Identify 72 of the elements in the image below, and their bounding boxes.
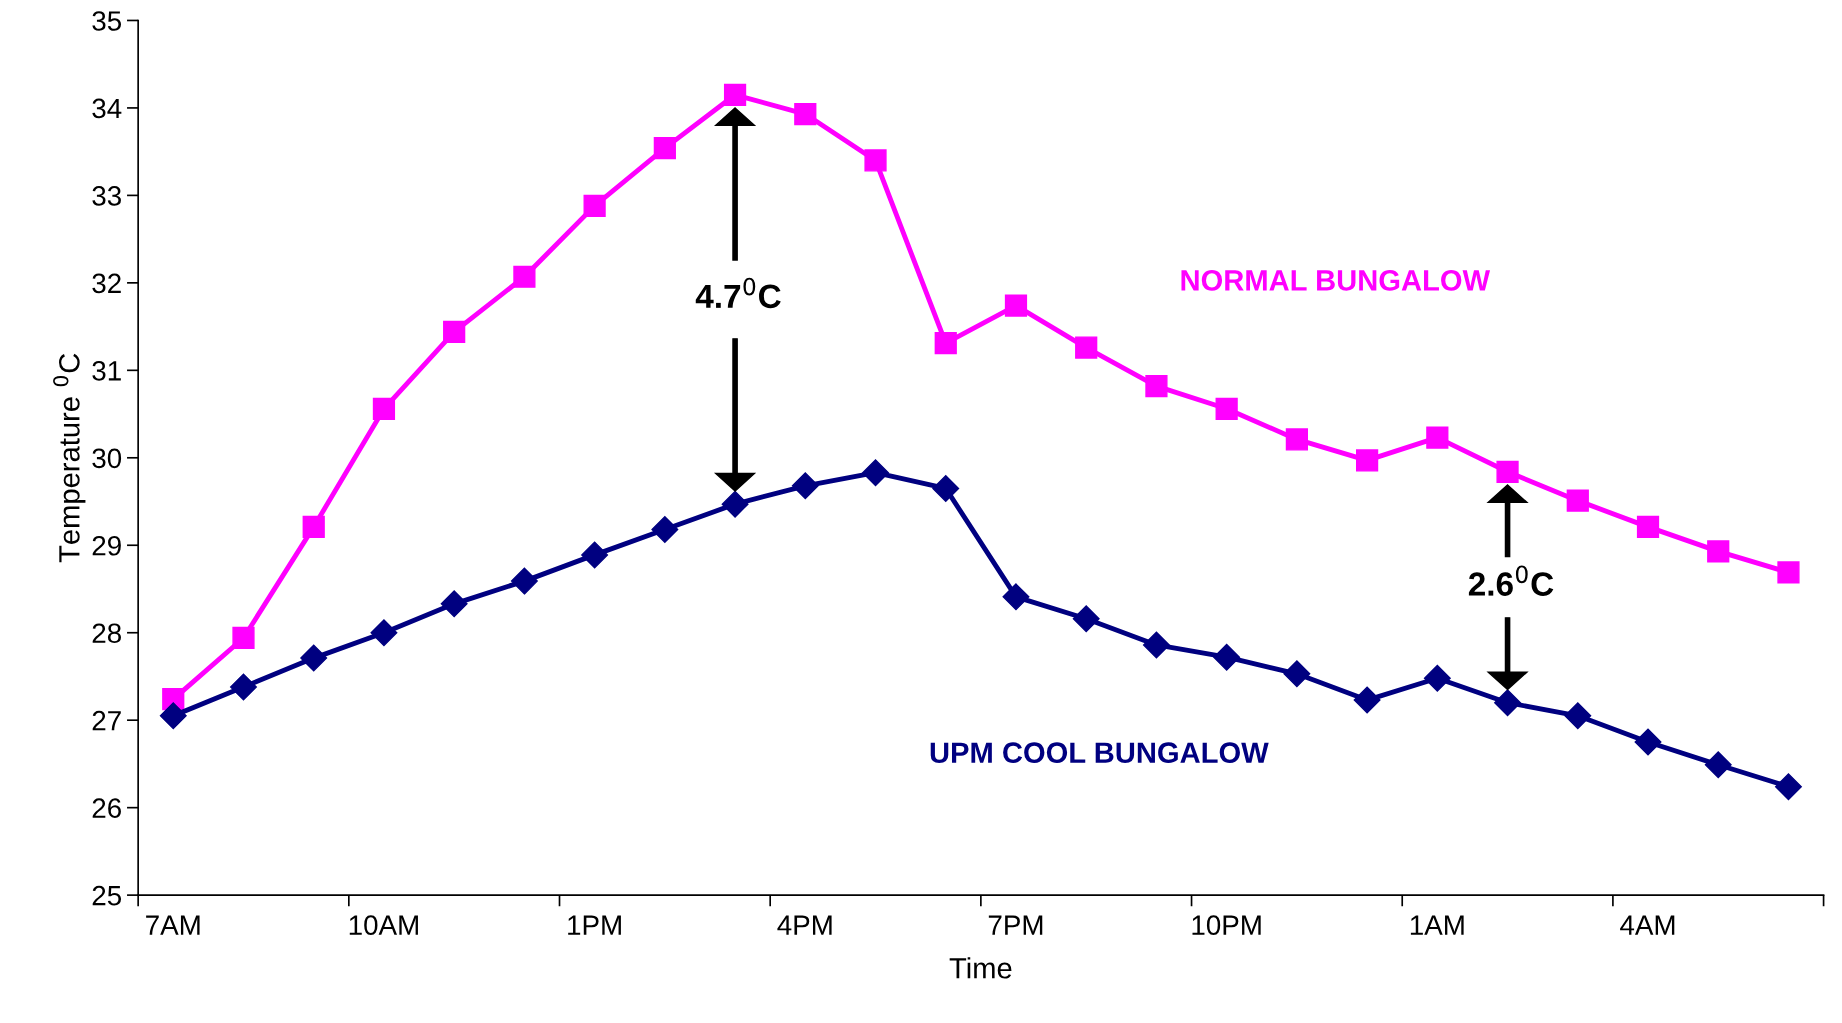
point [159, 702, 187, 730]
point [651, 516, 679, 543]
point [372, 397, 396, 420]
x-tick-label: 10PM [1192, 915, 1261, 935]
point [1423, 664, 1451, 692]
point [864, 149, 887, 172]
text: NORMAL BUNGALOW [1181, 270, 1491, 291]
point [443, 320, 466, 343]
point [440, 590, 468, 618]
y-tick-label: 27 [92, 710, 121, 731]
x-axis-title: Time [949, 957, 1012, 979]
point [1496, 460, 1519, 483]
point [723, 83, 747, 106]
y-tick-label: 28 [92, 623, 121, 644]
point [1285, 428, 1308, 451]
y-tick-label: 31 [92, 360, 121, 381]
point [1075, 336, 1098, 359]
y-tick-label: 34 [92, 98, 122, 119]
y-tick-label: 32 [92, 273, 121, 294]
y-tick-label: 26 [92, 798, 121, 818]
point [581, 541, 609, 569]
y-tick-label: 30 [92, 448, 122, 469]
point [794, 102, 817, 126]
point [1777, 561, 1800, 584]
y-tick-label: 33 [92, 186, 121, 206]
point [1707, 540, 1730, 563]
annotation: 4.7$^{0}$C [695, 277, 781, 309]
x-tick-label: 10AM [349, 915, 418, 935]
point [721, 490, 749, 518]
point [1494, 689, 1522, 717]
point [1004, 294, 1028, 317]
point [510, 567, 538, 595]
point [230, 673, 257, 701]
x-tick-label: 4PM [777, 915, 832, 935]
point [1636, 515, 1660, 539]
point [370, 619, 398, 647]
y-axis-title: Temperature $^{0}$C [53, 353, 86, 563]
point [1072, 605, 1100, 633]
x-tick-label: 7AM [146, 915, 200, 935]
point [1566, 489, 1589, 512]
point [302, 515, 325, 539]
point [653, 137, 676, 160]
point [1142, 631, 1170, 659]
point [862, 459, 889, 487]
x-tick-label: 1AM [1410, 915, 1464, 935]
y-tick-label: 29 [92, 535, 121, 556]
text: UPM COOL BUNGALOW [930, 742, 1269, 764]
point [1213, 643, 1241, 671]
point [934, 332, 957, 355]
y-tick-label: 25 [92, 885, 122, 906]
point [1426, 426, 1449, 449]
point [1634, 728, 1662, 756]
point [932, 474, 960, 502]
y-tick-label: 35 [92, 11, 122, 31]
point [1704, 751, 1732, 779]
point [583, 194, 606, 218]
x-tick-label: 7PM [988, 915, 1043, 935]
x-tick-label: 4AM [1620, 915, 1675, 935]
point [300, 644, 328, 672]
point [1353, 686, 1381, 714]
point [1283, 660, 1311, 688]
point [1002, 583, 1030, 611]
point [1355, 449, 1379, 472]
x-tick-label: 1PM [568, 915, 621, 935]
point [1775, 773, 1802, 801]
point [1145, 374, 1168, 398]
annotation: 2.6$^{0}$C [1468, 565, 1554, 596]
point [1564, 702, 1592, 730]
point [1215, 397, 1238, 420]
point [232, 626, 255, 650]
point [791, 472, 819, 500]
point [513, 265, 536, 288]
